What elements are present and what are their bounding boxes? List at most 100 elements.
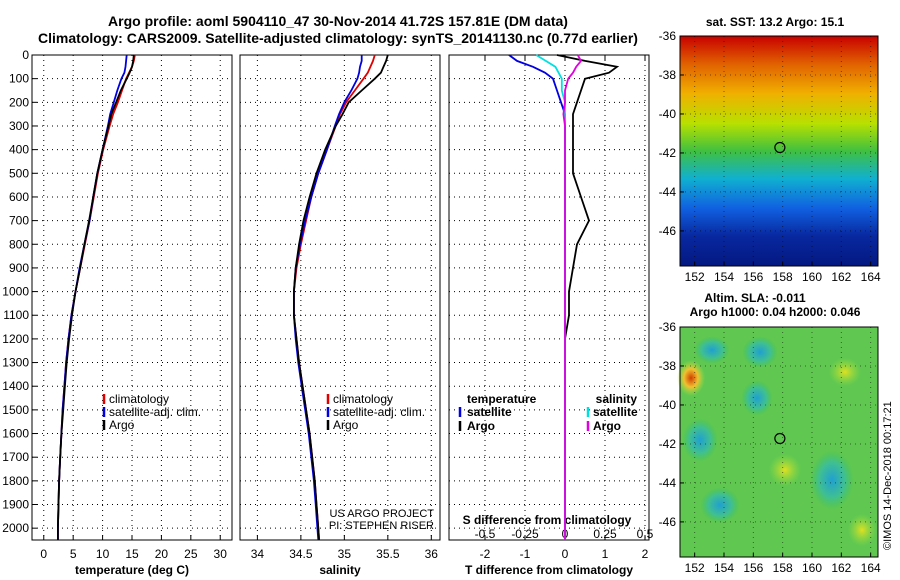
sla-map-title: Altim. SLA: -0.011 (704, 291, 806, 305)
y-tick-label: 1700 (2, 450, 29, 464)
sla-cold-eddy (742, 336, 778, 368)
plot-frame (239, 54, 441, 541)
x-tick-label: 154 (714, 561, 734, 575)
x-axis-label: T difference from climatology (465, 563, 633, 577)
series-line-salinity-satellite (535, 54, 566, 540)
series-line-climatology (57, 54, 136, 540)
imos-credit: ©IMOS 14-Dec-2018 00:17:21 (882, 401, 894, 550)
x-tick-label: 0 (562, 547, 569, 561)
legend-label: satellite-adj. clim. (109, 405, 201, 419)
x-tick-label: 162 (831, 561, 851, 575)
y-tick-label: -38 (659, 68, 677, 82)
x-tick-label: 156 (743, 561, 763, 575)
y-tick-label: -42 (659, 146, 677, 160)
series-line-salinity-argo (562, 54, 583, 540)
y-tick-label: -38 (659, 359, 677, 373)
y-tick-label: 0 (22, 48, 29, 62)
x-tick-label: -2 (480, 547, 491, 561)
y-tick-label: 1800 (2, 474, 29, 488)
sla-map: Altim. SLA: -0.011 Argo h1000: 0.04 h200… (659, 291, 894, 575)
y-tick-label: 2000 (2, 521, 29, 535)
sla-map-grid: 152 154 156 158 160 162 164 -36 -38 -40 -42 -44 -46 (659, 320, 881, 575)
x-tick-label: 34.5 (289, 547, 313, 561)
series-line-argo (292, 54, 389, 541)
sla-cold-eddy (700, 487, 740, 523)
x-tick-label: 164 (861, 270, 881, 284)
sla-map-subtitle: Argo h1000: 0.04 h2000: 0.046 (690, 305, 861, 319)
plot-frame (448, 54, 650, 541)
legend-label: satellite-adj. clim. (333, 405, 425, 419)
x-tick-label: 36 (425, 547, 439, 561)
x-tick-label: 35 (338, 547, 352, 561)
series-line-satellite-adj-clim- (57, 54, 128, 540)
project-note: US ARGO PROJECT (329, 508, 434, 520)
y-tick-label: -46 (659, 224, 677, 238)
temperature-panel: 0 5 10 15 20 25 300100200300400500600700800900… (2, 48, 233, 577)
legend-title-salinity: salinity (596, 392, 638, 406)
y-tick-label: -44 (659, 185, 677, 199)
x-tick-label: 164 (861, 561, 881, 575)
header-line2: Climatology: CARS2009. Satellite-adjuste… (38, 30, 638, 46)
x2-tick-label: 0.5 (637, 527, 654, 541)
x-tick-label: 35.5 (376, 547, 400, 561)
y-tick-label: 200 (9, 95, 29, 109)
sst-map: sat. SST: 13.2 Argo: 15.1 152 154 156 158 16… (659, 15, 881, 284)
x-tick-label: 25 (184, 547, 198, 561)
x-tick-label: 156 (743, 270, 763, 284)
sla-argo-marker (774, 432, 786, 445)
difference-panel: -2 -1 0 1 2 T difference from climatology S di… (448, 54, 654, 577)
x-tick-label: 160 (802, 270, 822, 284)
sla-cold-eddy (741, 380, 773, 416)
sst-argo-marker (774, 141, 786, 154)
x2-tick-label: -0.25 (511, 527, 539, 541)
x2-tick-label: 0.25 (593, 527, 617, 541)
y-tick-label: 1000 (2, 285, 29, 299)
x-tick-label: 152 (685, 561, 705, 575)
y-tick-label: 400 (9, 143, 29, 157)
legend-title-temperature: temperature (467, 392, 537, 406)
x-tick-label: 34 (251, 547, 265, 561)
y-tick-label: 500 (9, 166, 29, 180)
y-tick-label: -36 (659, 29, 677, 43)
series-line-satellite-adj-clim- (292, 55, 363, 541)
y-tick-label: 1100 (3, 308, 29, 322)
sla-warm-eddy (769, 454, 801, 486)
sla-cold-eddy (682, 418, 718, 462)
x-tick-label: 158 (773, 561, 793, 575)
y-tick-label: 1200 (2, 332, 29, 346)
x-tick-label: 0 (40, 547, 47, 561)
series-line-temperature-argo (556, 54, 620, 540)
legend-label: Argo (109, 418, 135, 432)
legend-label: climatology (333, 392, 393, 406)
y-tick-label: 900 (9, 261, 29, 275)
x2-tick-label: -0.5 (475, 527, 496, 541)
sla-cold-eddy (694, 336, 730, 364)
y-tick-label: -40 (659, 107, 677, 121)
legend-label: satellite (467, 405, 512, 419)
series-line-argo (57, 54, 135, 540)
y-tick-label: 1300 (2, 356, 29, 370)
x-tick-label: 20 (155, 547, 169, 561)
legend-label: Argo (467, 419, 495, 433)
x-tick-label: -1 (520, 547, 531, 561)
x-tick-label: 152 (685, 270, 705, 284)
x-tick-label: 1 (602, 547, 609, 561)
y-tick-label: 1600 (2, 427, 29, 441)
x-tick-label: 15 (125, 547, 139, 561)
y-tick-label: -42 (659, 437, 677, 451)
x-tick-label: 162 (831, 270, 851, 284)
sla-warm-eddy (829, 358, 861, 386)
x-tick-label: 154 (714, 270, 734, 284)
sla-cold-eddy (810, 450, 854, 510)
y-tick-label: 100 (9, 72, 29, 86)
y-tick-label: 1400 (2, 379, 29, 393)
x-tick-label: 160 (802, 561, 822, 575)
y-tick-label: 300 (9, 119, 29, 133)
sst-map-title: sat. SST: 13.2 Argo: 15.1 (706, 15, 845, 29)
y-tick-label: -44 (659, 476, 677, 490)
x-tick-label: 158 (773, 270, 793, 284)
x-tick-label: 5 (70, 547, 77, 561)
plot-frame (31, 54, 233, 541)
legend-label: climatology (109, 392, 169, 406)
